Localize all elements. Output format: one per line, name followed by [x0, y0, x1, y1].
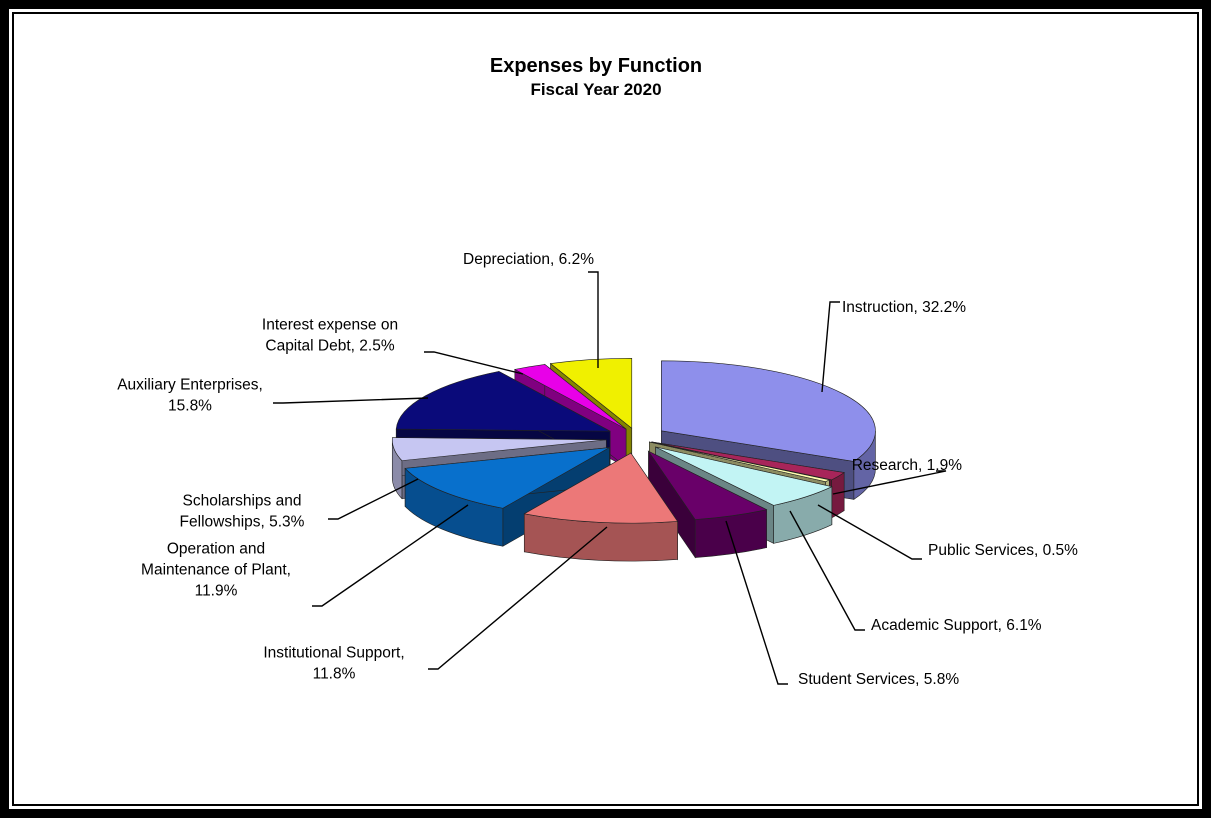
slice-label-operation-and-maintenance-of-plant-line-1: Operation and	[167, 541, 265, 558]
slice-label-operation-and-maintenance-of-plant-line-3: 11.9%	[195, 583, 238, 600]
chart-subtitle: Fiscal Year 2020	[530, 80, 661, 99]
leader-line-academic-support	[789, 510, 865, 631]
slice-label-operation-and-maintenance-of-plant-line-2: Maintenance of Plant,	[141, 562, 291, 579]
leader-line-scholarships-and-fellowships	[328, 478, 419, 520]
leader-line-public-services	[817, 504, 922, 560]
pie-labels: Instruction, 32.2% Research, 1.9% Public S…	[117, 251, 1078, 688]
leader-line-institutional-support	[428, 526, 608, 670]
slice-label-institutional-support-line-1: Institutional Support,	[263, 645, 404, 662]
leader-line-student-services	[725, 520, 788, 685]
slice-label-institutional-support-line-2: 11.8%	[313, 666, 356, 683]
chart-title: Expenses by Function	[490, 55, 702, 77]
slice-label-academic-support: Academic Support, 6.1%	[871, 617, 1042, 634]
pie-slices	[391, 357, 876, 562]
slice-label-interest-expense-on-capital-debt-line-1: Interest expense on	[262, 317, 398, 334]
slice-label-research: Research, 1.9%	[852, 457, 962, 474]
slice-label-auxiliary-enterprises-line-2: 15.8%	[168, 398, 212, 415]
slice-label-instruction: Instruction, 32.2%	[842, 299, 966, 316]
leader-line-research	[832, 470, 947, 495]
leader-line-auxiliary-enterprises	[273, 397, 429, 404]
leader-line-interest-expense-on-capital-debt	[424, 351, 524, 375]
slice-label-scholarships-and-fellowships-line-2: Fellowships, 5.3%	[180, 514, 305, 531]
leader-line-operation-and-maintenance-of-plant	[312, 504, 469, 607]
leader-line-instruction	[821, 301, 840, 393]
pie-slice-student-services	[647, 450, 768, 559]
slice-label-depreciation: Depreciation, 6.2%	[463, 251, 594, 268]
slice-label-auxiliary-enterprises-line-1: Auxiliary Enterprises,	[117, 377, 263, 394]
chart-area-border	[12, 12, 1199, 806]
slice-label-interest-expense-on-capital-debt-line-2: Capital Debt, 2.5%	[265, 338, 394, 355]
leader-line-depreciation	[588, 271, 599, 368]
slice-label-public-services: Public Services, 0.5%	[928, 542, 1078, 559]
slice-label-scholarships-and-fellowships-line-1: Scholarships and	[183, 493, 302, 510]
slice-label-student-services: Student Services, 5.8%	[798, 671, 959, 688]
pie-slice-institutional-support	[523, 452, 679, 562]
